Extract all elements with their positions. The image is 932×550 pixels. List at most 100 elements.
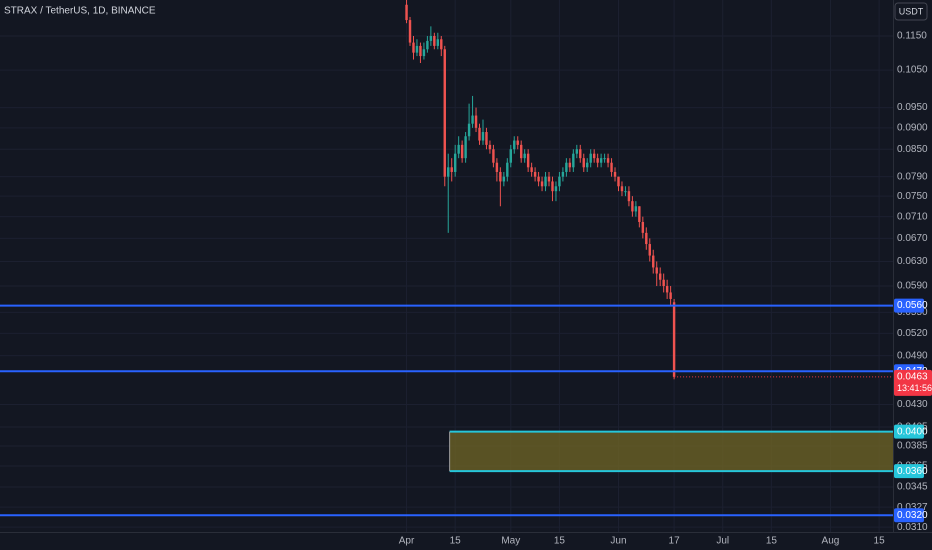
candle-body bbox=[485, 132, 488, 145]
candle-body bbox=[422, 49, 426, 57]
x-tick-label: 17 bbox=[669, 536, 681, 547]
candle-body bbox=[440, 39, 443, 50]
y-tick-label: 0.0327 bbox=[897, 502, 928, 513]
candle-body bbox=[540, 181, 544, 187]
candle-body bbox=[610, 162, 613, 172]
level-tag bbox=[894, 298, 924, 313]
candle-body bbox=[447, 167, 450, 177]
y-tick-label: 0.1150 bbox=[897, 31, 927, 42]
candle-body bbox=[433, 36, 436, 46]
x-tick-label: Jun bbox=[610, 536, 626, 547]
candle-body bbox=[415, 45, 419, 53]
candle-body bbox=[627, 191, 631, 202]
zone-tag bbox=[894, 424, 924, 439]
candle-body bbox=[492, 149, 495, 163]
candle-body bbox=[641, 221, 645, 233]
y-tick-label: 0.0710 bbox=[897, 211, 928, 222]
y-tick-label: 0.0345 bbox=[897, 482, 928, 493]
candle-body bbox=[606, 158, 610, 163]
level-label: 0.0320 bbox=[897, 510, 928, 521]
currency-button[interactable] bbox=[894, 2, 928, 21]
candle-body bbox=[412, 42, 415, 53]
level-tag bbox=[894, 508, 924, 523]
candle-body bbox=[669, 292, 672, 299]
candle-body bbox=[457, 144, 460, 154]
candle-body bbox=[530, 167, 533, 172]
y-tick-label: 0.1050 bbox=[897, 65, 928, 76]
y-tick-label: 0.0750 bbox=[897, 191, 928, 202]
zone-label: 0.0400 bbox=[897, 426, 928, 437]
x-tick-label: Apr bbox=[399, 536, 415, 547]
x-tick-label: 15 bbox=[874, 536, 886, 547]
y-tick-label: 0.0520 bbox=[897, 328, 928, 339]
last-price-tag bbox=[894, 369, 932, 396]
countdown-label: 13:41:56 bbox=[897, 383, 932, 393]
candle-body bbox=[638, 206, 641, 222]
level-label: 0.0560 bbox=[897, 300, 928, 311]
candle-body bbox=[558, 176, 561, 187]
candle-body bbox=[648, 244, 651, 256]
currency-label[interactable]: USDT bbox=[899, 6, 924, 16]
zone bbox=[449, 431, 893, 472]
x-tick-label: May bbox=[501, 536, 520, 547]
candle-body bbox=[592, 153, 596, 159]
candle-body bbox=[464, 136, 467, 159]
x-tick-label: Aug bbox=[822, 536, 840, 547]
y-tick-label: 0.0790 bbox=[897, 171, 928, 182]
candle-body bbox=[478, 127, 481, 141]
candle-body bbox=[613, 171, 617, 177]
candle-body bbox=[554, 186, 558, 192]
y-tick-label: 0.0670 bbox=[897, 233, 928, 244]
candle-body bbox=[544, 176, 547, 187]
candle-body bbox=[551, 181, 554, 192]
y-tick-label: 0.0950 bbox=[897, 102, 928, 113]
candle-body bbox=[599, 158, 603, 163]
candle-body bbox=[467, 123, 471, 137]
candle-body bbox=[652, 255, 655, 268]
candle-body bbox=[502, 176, 506, 182]
candle-body bbox=[572, 153, 575, 168]
chart-title: STRAX / TetherUS, 1D, BINANCE bbox=[4, 6, 156, 17]
y-tick-label: 0.0430 bbox=[897, 399, 928, 410]
candle-body bbox=[645, 232, 648, 245]
candle-body bbox=[453, 153, 457, 172]
candle-body bbox=[526, 153, 530, 168]
candle-body bbox=[579, 149, 582, 159]
x-tick-label: 15 bbox=[554, 536, 566, 547]
candle-body bbox=[519, 144, 523, 159]
zone-tag bbox=[894, 464, 924, 479]
candle-body bbox=[495, 162, 499, 172]
candle-body bbox=[443, 49, 446, 177]
candle-body bbox=[655, 267, 658, 274]
zone-label: 0.0360 bbox=[897, 466, 928, 477]
candle-body bbox=[533, 171, 537, 177]
candle-body bbox=[426, 40, 429, 50]
x-tick-label: 15 bbox=[766, 536, 778, 547]
candle-body bbox=[488, 144, 492, 150]
candle-body bbox=[565, 162, 568, 172]
candle-body bbox=[624, 191, 627, 193]
candle-body bbox=[672, 302, 676, 377]
candle-body bbox=[513, 140, 516, 150]
y-tick-label: 0.0590 bbox=[897, 281, 928, 292]
candle-body bbox=[547, 176, 551, 182]
candle-body bbox=[665, 286, 669, 293]
candle-body bbox=[408, 20, 412, 43]
candle-body bbox=[523, 153, 526, 159]
candle-body bbox=[582, 158, 585, 168]
candle-body bbox=[596, 158, 599, 163]
candle-body bbox=[631, 201, 634, 212]
candle-body bbox=[474, 115, 478, 128]
y-tick-label: 0.0490 bbox=[897, 350, 928, 361]
candle-body bbox=[658, 273, 662, 280]
candle-body bbox=[620, 186, 624, 192]
candle-body bbox=[481, 132, 485, 141]
last-price-label: 0.0463 bbox=[897, 371, 928, 382]
candle-body bbox=[429, 36, 433, 41]
candle-body bbox=[589, 153, 592, 163]
candle-body bbox=[405, 4, 408, 21]
y-tick-label: 0.0630 bbox=[897, 256, 928, 267]
candle-body bbox=[617, 176, 620, 187]
y-tick-label: 0.0850 bbox=[897, 144, 928, 155]
